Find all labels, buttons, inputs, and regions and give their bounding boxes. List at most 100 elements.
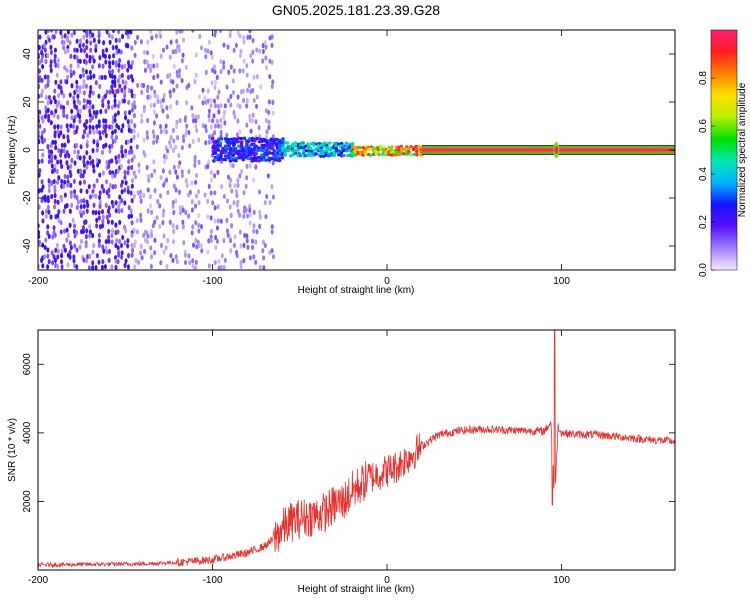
spectrogram-cell: [91, 148, 95, 154]
spectrogram-cell: [247, 150, 252, 155]
spectrogram-cell: [356, 152, 360, 156]
spectrogram-cell: [182, 239, 186, 246]
spectrogram-cell: [85, 208, 89, 214]
spectrogram-cell: [275, 149, 279, 153]
spectrogram-cell: [222, 64, 226, 70]
spectrogram-cell: [131, 177, 135, 184]
spectrogram-cell: [206, 249, 210, 255]
spectrogram-cell: [114, 222, 118, 228]
spectrogram-cell: [86, 160, 90, 166]
spectrogram-cell: [112, 30, 116, 34]
spectrogram-y-label: Frequency (Hz): [7, 116, 18, 185]
spectrogram-cell: [251, 87, 255, 94]
spectrogram-cell: [139, 250, 143, 256]
spectrogram-cell: [73, 89, 77, 96]
spectrogram-cell: [152, 159, 156, 165]
spectrogram-cell: [295, 148, 300, 152]
spectrogram-cell: [194, 220, 198, 226]
spectrogram-cell: [230, 188, 234, 194]
spectrogram-cell: [174, 48, 178, 55]
spectrogram-cell: [231, 143, 236, 148]
spectrogram-cell: [168, 169, 172, 175]
spectrogram-cell: [62, 45, 66, 51]
spectrogram-cell: [107, 187, 111, 193]
spectrogram-cell: [97, 259, 101, 265]
spectrogram-cell: [120, 250, 124, 256]
spectrogram-cell: [245, 98, 249, 104]
spectrogram-cell: [91, 32, 95, 38]
spectrogram-cell: [228, 149, 233, 153]
spectrogram-cell: [132, 134, 136, 140]
spectrogram-cell: [259, 84, 263, 90]
spectrogram-cell: [79, 144, 83, 150]
spectrogram-cell: [121, 79, 125, 85]
spectrogram-cell: [76, 168, 80, 174]
spectrogram-cell: [70, 114, 74, 121]
spectrogram-cell: [60, 163, 64, 170]
y-tick-label: 6000: [22, 353, 33, 376]
spectrogram-cell: [142, 82, 146, 89]
spectrogram-cell: [229, 238, 233, 244]
spectrogram-cell: [183, 259, 187, 266]
spectrogram-cell: [261, 58, 265, 64]
spectrogram-cell: [78, 113, 82, 120]
spectrogram-cell: [130, 45, 134, 51]
spectrogram-cell: [117, 67, 121, 74]
spectrogram-cell: [179, 210, 183, 216]
spectrogram-cell: [268, 58, 272, 64]
spectrogram-cell: [119, 163, 123, 170]
spectrogram-cell: [149, 245, 153, 251]
spectrogram-cell: [341, 154, 346, 158]
spectrogram-cell: [223, 151, 228, 155]
spectrogram-cell: [140, 255, 144, 261]
spectrogram-cell: [175, 100, 179, 106]
spectrogram-cell: [113, 74, 117, 80]
spectrogram-cell: [69, 172, 73, 178]
spectrogram-cell: [101, 223, 105, 229]
spectrogram-cell: [267, 109, 271, 116]
spectrogram-cell: [401, 147, 406, 151]
spectrogram-cell: [146, 233, 150, 239]
spectrogram-cell: [165, 44, 169, 50]
spectrogram-cell: [38, 139, 41, 145]
spectrogram-cell: [73, 149, 77, 155]
spectrogram-cell: [207, 113, 211, 119]
spectrogram-cell: [95, 147, 99, 153]
spectrogram-cell: [78, 108, 82, 114]
spectrogram-cell: [223, 144, 228, 148]
spectrogram-cell: [146, 94, 150, 100]
spectrogram-cell: [63, 153, 67, 159]
spectrogram-cell: [69, 68, 73, 75]
spectrogram-cell: [100, 183, 104, 190]
spectrogram-cell: [65, 237, 69, 243]
spectrogram-cell: [258, 223, 262, 229]
spectrogram-cell: [209, 177, 213, 183]
spectrogram-cell: [95, 128, 99, 134]
spectrogram-cell: [283, 147, 288, 151]
spectrogram-cell: [68, 249, 72, 255]
spectrogram-x-ticks: -200 -100 0 100: [28, 30, 570, 287]
spectrogram-cell: [115, 49, 119, 56]
spectrogram-cell: [225, 228, 229, 234]
spectrogram-cell: [160, 103, 164, 110]
spectrogram-cell: [191, 30, 195, 33]
spectrogram-cell: [229, 212, 233, 218]
x-tick-label: -100: [203, 575, 223, 586]
spectrogram-cell: [84, 83, 88, 89]
y-tick-label: -20: [22, 190, 33, 205]
spectrogram-cell: [119, 49, 123, 55]
spectrogram-cell: [40, 158, 44, 164]
spectrogram-cell: [111, 68, 115, 75]
spectrogram-cell: [267, 119, 271, 125]
spectrogram-cell: [181, 207, 185, 213]
spectrogram-cell: [241, 88, 245, 94]
spectrogram-cell: [116, 259, 120, 265]
spectrogram-cell: [40, 57, 44, 63]
spectrogram-cell: [94, 113, 98, 119]
spectrogram-cell: [86, 202, 90, 209]
spectrogram-cell: [51, 234, 55, 240]
spectrogram-cell: [140, 89, 144, 95]
spectrogram-cell: [213, 103, 217, 109]
spectrogram-cell: [236, 118, 240, 124]
